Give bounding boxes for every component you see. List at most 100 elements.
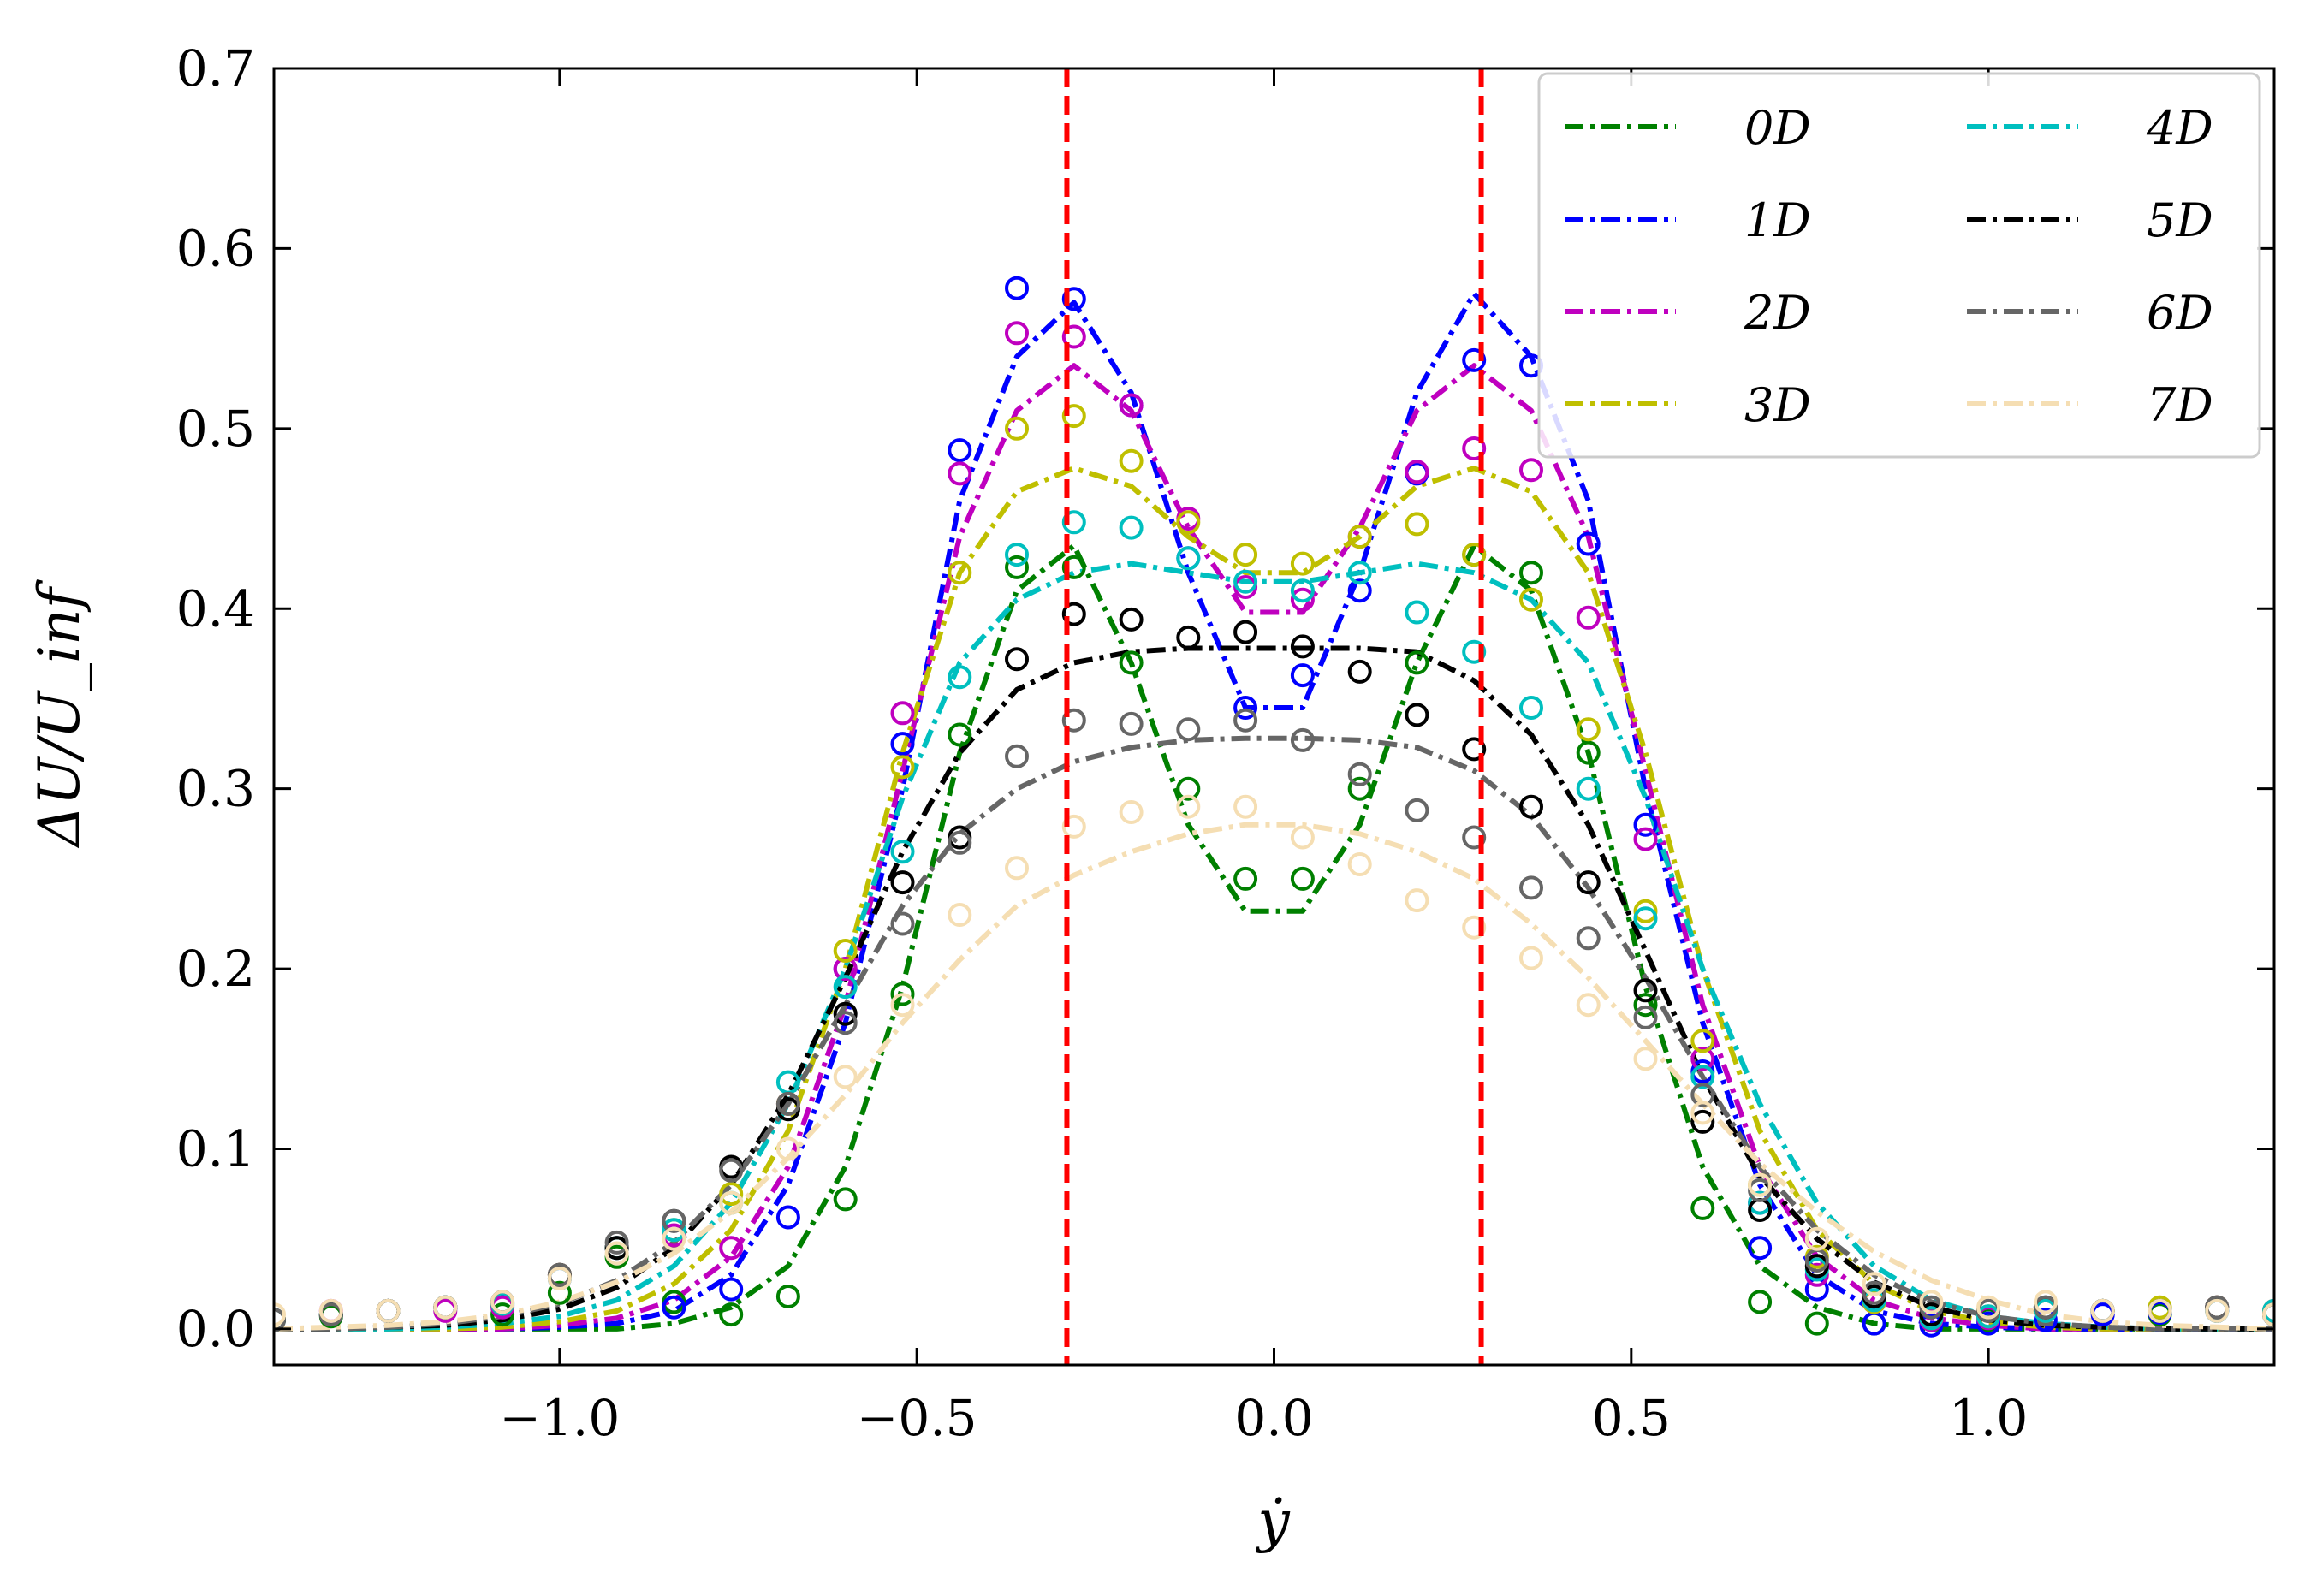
data-point-3D-25 — [1690, 1029, 1715, 1053]
data-point-2D-25 — [1690, 1047, 1715, 1071]
data-point-5D-18 — [1290, 634, 1315, 659]
data-point-5D-23 — [1576, 870, 1601, 895]
data-point-6D-15 — [1119, 711, 1144, 736]
data-point-7D-34 — [2205, 1298, 2230, 1323]
data-point-4D-17 — [1233, 569, 1258, 594]
data-point-0D-19 — [1347, 776, 1372, 801]
data-point-0D-20 — [1405, 650, 1429, 675]
y-tick-label: 0.6 — [176, 219, 255, 277]
y-tick-label: 0.5 — [176, 400, 255, 458]
data-point-7D-8 — [719, 1190, 744, 1215]
series-line-2D — [274, 363, 2274, 1332]
data-point-3D-18 — [1290, 551, 1315, 576]
data-point-0D-27 — [1804, 1311, 1829, 1336]
data-point-4D-19 — [1347, 561, 1372, 585]
data-point-4D-15 — [1119, 515, 1144, 540]
data-point-6D-19 — [1347, 762, 1372, 786]
legend-label-4D: 4D — [2146, 101, 2213, 155]
x-tick-label: 0.5 — [1592, 1389, 1671, 1447]
data-point-3D-16 — [1176, 510, 1201, 535]
data-point-5D-11 — [890, 870, 915, 895]
data-point-2D-15 — [1119, 393, 1144, 418]
data-point-0D-8 — [719, 1302, 744, 1327]
data-point-7D-30 — [1976, 1295, 2001, 1320]
data-point-4D-13 — [1005, 543, 1029, 567]
data-point-0D-18 — [1290, 866, 1315, 891]
data-point-6D-10 — [833, 1011, 858, 1035]
data-point-7D-26 — [1748, 1172, 1773, 1197]
data-point-6D-7 — [662, 1208, 686, 1233]
data-point-5D-20 — [1405, 703, 1429, 727]
data-point-7D-15 — [1119, 800, 1144, 824]
legend-label-6D: 6D — [2147, 286, 2213, 340]
data-point-7D-32 — [2090, 1298, 2115, 1323]
data-point-3D-11 — [890, 755, 915, 780]
y-tick-label: 0.0 — [176, 1300, 255, 1358]
data-point-6D-22 — [1519, 875, 1543, 900]
data-point-6D-20 — [1405, 798, 1429, 822]
data-point-1D-18 — [1290, 663, 1315, 688]
data-point-3D-13 — [1005, 416, 1029, 441]
data-point-4D-11 — [890, 840, 915, 864]
data-point-7D-18 — [1290, 825, 1315, 850]
plot-area — [274, 68, 2274, 1365]
data-point-6D-12 — [948, 830, 972, 855]
data-point-3D-24 — [1633, 899, 1658, 923]
data-point-6D-11 — [890, 911, 915, 936]
data-point-6D-16 — [1176, 717, 1201, 742]
data-point-7D-5 — [547, 1267, 572, 1290]
series-line-4D — [274, 561, 2274, 1332]
data-point-6D-28 — [1862, 1280, 1886, 1305]
data-point-5D-13 — [1005, 647, 1029, 672]
data-point-0D-17 — [1233, 866, 1258, 891]
data-point-1D-13 — [1005, 276, 1029, 300]
data-point-2D-11 — [890, 701, 915, 726]
data-point-2D-20 — [1405, 460, 1429, 484]
data-point-7D-10 — [833, 1065, 858, 1089]
data-point-2D-14 — [1061, 324, 1086, 349]
data-point-4D-18 — [1290, 578, 1315, 603]
data-point-0D-15 — [1119, 650, 1144, 675]
data-point-0D-26 — [1748, 1290, 1773, 1314]
data-point-2D-10 — [833, 957, 858, 982]
data-point-6D-17 — [1233, 708, 1258, 733]
data-point-4D-7 — [662, 1218, 686, 1243]
data-point-6D-8 — [719, 1158, 744, 1183]
data-point-4D-23 — [1576, 776, 1601, 801]
data-point-1D-19 — [1347, 578, 1372, 603]
data-point-5D-15 — [1119, 607, 1144, 632]
data-point-6D-23 — [1576, 926, 1601, 951]
data-point-5D-16 — [1176, 625, 1201, 650]
data-point-0D-16 — [1176, 776, 1201, 801]
data-point-0D-5 — [547, 1280, 572, 1305]
data-point-7D-24 — [1633, 1047, 1658, 1071]
data-point-3D-20 — [1405, 512, 1429, 537]
data-point-5D-17 — [1233, 620, 1258, 644]
data-point-3D-14 — [1061, 404, 1086, 429]
data-point-7D-21 — [1462, 915, 1487, 940]
data-point-3D-23 — [1576, 717, 1601, 742]
data-point-1D-11 — [890, 732, 915, 756]
data-point-3D-22 — [1519, 587, 1543, 612]
data-point-1D-24 — [1633, 812, 1658, 837]
data-point-1D-8 — [719, 1277, 744, 1302]
data-point-0D-9 — [775, 1285, 800, 1308]
data-point-7D-3 — [433, 1295, 458, 1320]
data-point-4D-14 — [1061, 510, 1086, 535]
legend-label-2D: 2D — [1744, 286, 1811, 340]
series-line-3D — [274, 466, 2274, 1332]
data-point-4D-22 — [1519, 696, 1543, 720]
legend-label-0D: 0D — [1744, 101, 1811, 155]
legend-label-1D: 1D — [1744, 193, 1811, 247]
data-point-4D-21 — [1462, 639, 1487, 664]
data-point-6D-9 — [775, 1091, 800, 1116]
legend-label-5D: 5D — [2147, 193, 2213, 247]
data-point-0D-24 — [1633, 993, 1658, 1018]
data-point-7D-20 — [1405, 888, 1429, 913]
data-point-1D-9 — [775, 1205, 800, 1230]
data-point-7D-0 — [274, 1302, 286, 1327]
data-point-1D-7 — [662, 1295, 686, 1320]
legend-box — [1537, 72, 2261, 459]
data-point-7D-19 — [1347, 852, 1372, 876]
